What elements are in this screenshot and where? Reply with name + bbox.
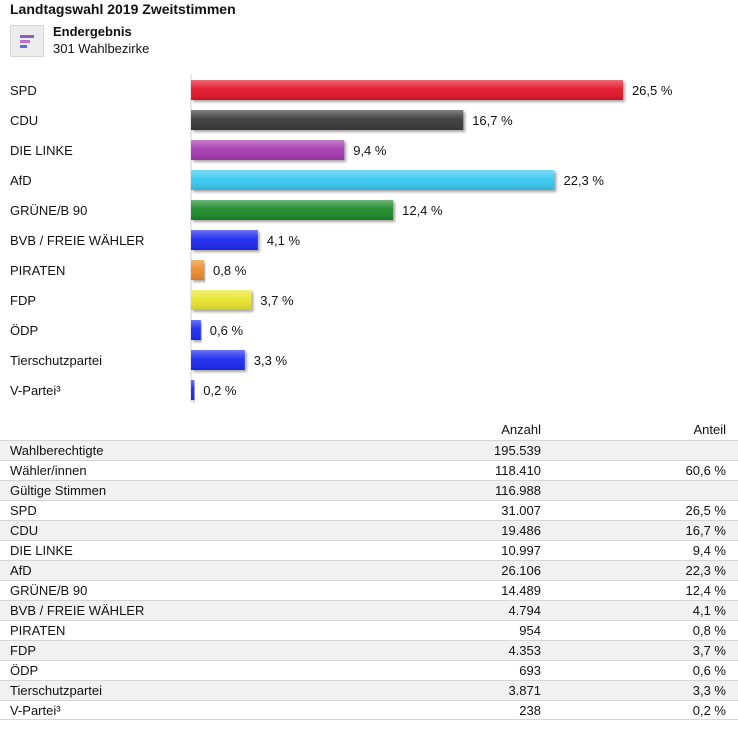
table-row: PIRATEN 954 0,8 % (0, 620, 738, 640)
table-row: GRÜNE/B 90 14.489 12,4 % (0, 580, 738, 600)
value-label: 0,6 % (210, 323, 244, 338)
category-label: FDP (10, 293, 36, 308)
row-anteil: 9,4 % (692, 543, 726, 558)
row-name: DIE LINKE (10, 543, 73, 558)
table-header: Anzahl Anteil (0, 420, 738, 440)
category-label: DIE LINKE (10, 143, 73, 158)
table-row: FDP 4.353 3,7 % (0, 640, 738, 660)
header-anzahl: Anzahl (501, 422, 541, 437)
row-anteil: 3,3 % (692, 683, 726, 698)
table-row: SPD 31.007 26,5 % (0, 500, 738, 520)
bar-chart: SPD 26,5 % CDU 16,7 % DIE LINKE 9,4 % AfD 22,3 … (10, 74, 673, 402)
row-name: Tierschutzpartei (10, 683, 102, 698)
row-anteil: 0,6 % (692, 663, 726, 678)
status-label: Endergebnis (53, 24, 132, 39)
row-name: CDU (10, 523, 39, 538)
table-row: Tierschutzpartei 3.871 3,3 % (0, 680, 738, 700)
row-anzahl: 26.106 (501, 563, 541, 578)
row-anzahl: 19.486 (501, 523, 541, 538)
row-anteil: 26,5 % (685, 503, 726, 518)
bar-gloss (191, 170, 555, 190)
value-label: 9,4 % (353, 143, 387, 158)
bar-gloss (191, 290, 252, 310)
row-anzahl: 116.988 (494, 483, 541, 498)
category-label: PIRATEN (10, 263, 65, 278)
row-anteil: 60,6 % (685, 463, 726, 478)
bar-gloss (191, 380, 195, 400)
category-label: AfD (10, 173, 32, 188)
table-row: AfD 26.106 22,3 % (0, 560, 738, 580)
bar-chart-icon (10, 25, 44, 57)
category-label: SPD (10, 83, 37, 98)
bar-gloss (191, 140, 345, 160)
row-anteil: 4,1 % (692, 603, 726, 618)
row-anzahl: 954 (519, 623, 541, 638)
row-name: SPD (10, 503, 37, 518)
table-row: Wahlberechtigte 195.539 (0, 440, 738, 460)
value-label: 12,4 % (402, 203, 443, 218)
value-label: 22,3 % (563, 173, 604, 188)
results-table: Anzahl Anteil Wahlberechtigte 195.539 Wähl… (0, 420, 738, 720)
row-anzahl: 3.871 (508, 683, 541, 698)
row-anzahl: 14.489 (501, 583, 541, 598)
value-label: 26,5 % (632, 83, 673, 98)
header-anteil: Anteil (693, 422, 726, 437)
table-row: CDU 19.486 16,7 % (0, 520, 738, 540)
table-row: DIE LINKE 10.997 9,4 % (0, 540, 738, 560)
row-anzahl: 4.794 (508, 603, 541, 618)
result-status: Endergebnis 301 Wahlbezirke (10, 22, 310, 58)
bar-gloss (191, 320, 201, 340)
value-label: 0,8 % (213, 263, 247, 278)
row-name: Wähler/innen (10, 463, 87, 478)
bar-gloss (191, 230, 258, 250)
bar-gloss (191, 80, 623, 100)
row-name: PIRATEN (10, 623, 66, 638)
row-name: AfD (10, 563, 32, 578)
row-anzahl: 238 (519, 703, 541, 718)
row-name: V-Partei³ (10, 703, 61, 718)
table-row: Wähler/innen 118.410 60,6 % (0, 460, 738, 480)
district-count: 301 Wahlbezirke (53, 41, 150, 56)
row-anzahl: 195.539 (494, 443, 541, 458)
category-label: Tierschutzpartei (10, 353, 102, 368)
row-anzahl: 10.997 (501, 543, 541, 558)
bar-gloss (191, 110, 464, 130)
category-label: ÖDP (10, 323, 38, 338)
table-body: Wahlberechtigte 195.539 Wähler/innen 118.41… (0, 440, 738, 720)
row-anteil: 0,2 % (692, 703, 726, 718)
bar-gloss (191, 350, 245, 370)
value-label: 16,7 % (472, 113, 513, 128)
row-anzahl: 693 (519, 663, 541, 678)
table-row: ÖDP 693 0,6 % (0, 660, 738, 680)
row-name: Wahlberechtigte (10, 443, 104, 458)
table-row: BVB / FREIE WÄHLER 4.794 4,1 % (0, 600, 738, 620)
row-name: Gültige Stimmen (10, 483, 107, 498)
bar-gloss (191, 260, 205, 280)
row-name: FDP (10, 643, 36, 658)
category-label: BVB / FREIE WÄHLER (10, 233, 144, 248)
table-row: Gültige Stimmen 116.988 (0, 480, 738, 500)
row-anteil: 16,7 % (685, 523, 726, 538)
row-name: BVB / FREIE WÄHLER (10, 603, 145, 618)
value-label: 3,3 % (254, 353, 288, 368)
value-label: 0,2 % (203, 383, 237, 398)
row-anteil: 22,3 % (685, 563, 726, 578)
row-anzahl: 31.007 (501, 503, 541, 518)
bar-gloss (191, 200, 394, 220)
row-anzahl: 4.353 (508, 643, 541, 658)
row-name: GRÜNE/B 90 (10, 583, 88, 598)
value-label: 3,7 % (260, 293, 294, 308)
row-anteil: 0,8 % (692, 623, 726, 638)
row-name: ÖDP (10, 663, 39, 678)
row-anzahl: 118.410 (494, 463, 541, 478)
page-title: Landtagswahl 2019 Zweitstimmen (10, 1, 236, 17)
category-label: V-Partei³ (10, 383, 61, 398)
category-label: GRÜNE/B 90 (10, 203, 87, 218)
row-anteil: 3,7 % (692, 643, 726, 658)
category-label: CDU (10, 113, 38, 128)
row-anteil: 12,4 % (685, 583, 726, 598)
value-label: 4,1 % (267, 233, 301, 248)
table-row: V-Partei³ 238 0,2 % (0, 700, 738, 720)
